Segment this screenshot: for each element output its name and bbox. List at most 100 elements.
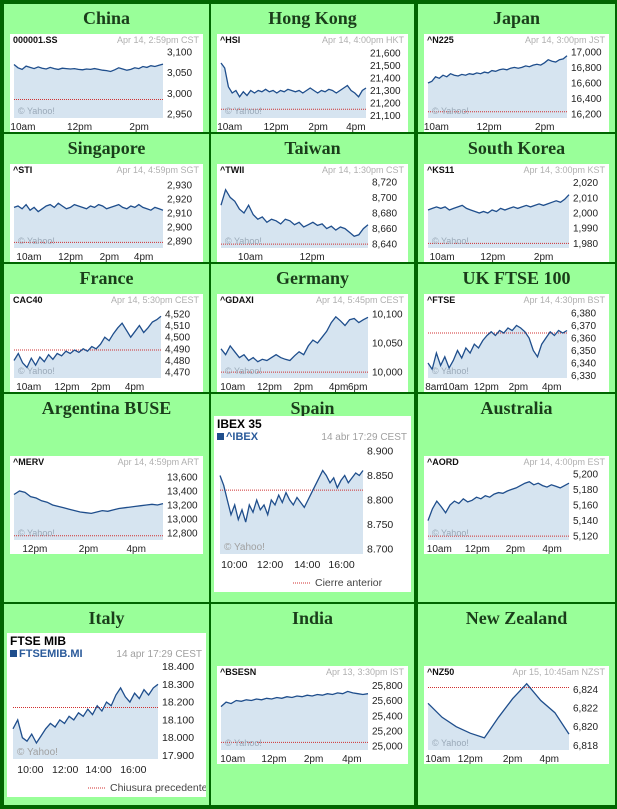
x-tick-label: 12pm xyxy=(67,122,92,132)
price-line xyxy=(13,490,164,515)
x-tick-label: 10am xyxy=(220,754,245,764)
chart-uk[interactable]: 6,380 6,370 6,360 6,350 6,340 6,330 8am 10am 12p… xyxy=(424,294,609,392)
y-tick-label: 8,640 xyxy=(372,240,397,251)
x-tick-label: 16:00 xyxy=(328,559,354,571)
chart-hongkong[interactable]: 21,600 21,500 21,400 21,300 21,200 21,100 10am… xyxy=(217,34,408,132)
market-title: France xyxy=(79,268,134,288)
index-title: IBEX 35 xyxy=(217,417,262,431)
x-tick-label: 12:00 xyxy=(257,559,283,571)
y-tick-label: 2,930 xyxy=(167,181,192,192)
y-tick-label: 16,400 xyxy=(571,94,602,105)
price-area xyxy=(428,683,569,750)
chart-svg: 8,720 8,700 8,680 8,660 8,640 10am 12pm © Yahoo… xyxy=(220,165,404,262)
chart-taiwan[interactable]: 8,720 8,700 8,680 8,660 8,640 10am 12pm © Yahoo… xyxy=(217,164,408,262)
y-tick-label: 6,340 xyxy=(571,359,596,370)
market-cell-italy: Italy 18.400 18.300 18.200 18.100 18.000 17.90… xyxy=(4,604,209,805)
market-title: South Korea xyxy=(467,138,566,158)
y-tick-label: 8.750 xyxy=(367,519,393,531)
symbol-label: ^IBEX xyxy=(226,431,259,443)
chart-china[interactable]: 3,100 3,050 3,000 2,950 10am 12pm 2pm © Yahoo! 0… xyxy=(10,34,203,132)
symbol-label: ^STI xyxy=(13,165,32,175)
y-tick-label: 13,600 xyxy=(167,473,198,484)
y-tick-label: 17.900 xyxy=(162,750,194,762)
price-area xyxy=(221,316,368,378)
y-tick-label: 2,000 xyxy=(573,209,598,220)
symbol-label: FTSEMIB.MI xyxy=(19,648,83,660)
y-tick-label: 6,818 xyxy=(573,741,598,752)
yahoo-watermark: © Yahoo! xyxy=(18,366,55,376)
chart-newzealand[interactable]: 6,824 6,822 6,820 6,818 10am 12pm 2pm 4pm © Yaho… xyxy=(424,666,609,764)
x-tick-label: 4pm xyxy=(542,544,561,554)
symbol-label: ^FTSE xyxy=(427,295,455,305)
symbol-label: ^BSESN xyxy=(220,667,256,677)
price-line xyxy=(220,188,369,238)
y-tick-label: 21,200 xyxy=(370,99,401,110)
price-area xyxy=(14,203,163,248)
y-tick-label: 13,400 xyxy=(167,487,198,498)
market-title: Singapore xyxy=(67,138,146,158)
market-title: Italy xyxy=(88,608,125,628)
chart-india[interactable]: 25,800 25,600 25,400 25,200 25,000 10am 12pm 2p… xyxy=(217,666,408,764)
chart-svg: 2,020 2,010 2,000 1,990 1,980 10am 12pm 2pm © Ya… xyxy=(427,165,605,262)
x-tick-label: 10am xyxy=(425,754,450,764)
yahoo-watermark: © Yahoo! xyxy=(432,236,469,246)
x-tick-label: 10:00 xyxy=(17,764,43,776)
chart-japan[interactable]: 17,000 16,800 16,600 16,400 16,200 10am 12pm 2p… xyxy=(424,34,609,132)
chart-spain[interactable]: 8.900 8.850 8.800 8.750 8.700 10:00 12:00 14:00… xyxy=(214,416,411,592)
yahoo-watermark: © Yahoo! xyxy=(225,738,262,748)
y-tick-label: 21,600 xyxy=(370,49,401,60)
chart-australia[interactable]: 5,200 5,180 5,160 5,140 5,120 10am 12pm 2pm 4pm ©… xyxy=(424,456,609,554)
yahoo-watermark: © Yahoo! xyxy=(432,366,469,376)
market-title: Taiwan xyxy=(284,138,341,158)
chart-france[interactable]: 4,520 4,510 4,500 4,490 4,480 4,470 10am 12pm 2p… xyxy=(10,294,203,392)
chart-svg: 25,800 25,600 25,400 25,200 25,000 10am 12pm 2p… xyxy=(220,667,405,764)
quote-timestamp: Apr 14, 3:00pm JST xyxy=(525,35,606,45)
market-title: Hong Kong xyxy=(268,8,357,28)
chart-germany[interactable]: 10,100 10,050 10,000 10am 12pm 2pm 4pm 6pm © Yah… xyxy=(217,294,408,392)
quote-timestamp: Apr 14, 4:00pm HKT xyxy=(322,35,405,45)
y-tick-label: 6,822 xyxy=(573,704,598,715)
chart-svg: 3,100 3,050 3,000 2,950 10am 12pm 2pm © Yahoo! 0… xyxy=(10,35,199,132)
x-tick-label: 2pm xyxy=(304,754,323,764)
x-tick-label: 12pm xyxy=(257,382,282,392)
x-tick-label: 4pm xyxy=(342,754,361,764)
market-cell-southkorea: South Korea 2,020 2,010 2,000 1,990 1,980 10am… xyxy=(418,134,615,262)
price-line xyxy=(13,315,162,369)
chart-argentina[interactable]: 13,600 13,400 13,200 13,000 12,800 12pm 2pm 4pm… xyxy=(10,456,203,554)
y-tick-label: 8,680 xyxy=(372,209,397,220)
market-title: Argentina BUSE xyxy=(41,398,172,418)
y-tick-label: 8,700 xyxy=(372,193,397,204)
chart-singapore[interactable]: 2,930 2,920 2,910 2,900 2,890 10am 12pm 2pm 4pm ©… xyxy=(10,164,203,262)
price-line xyxy=(220,315,369,363)
chart-italy[interactable]: 18.400 18.300 18.200 18.100 18.000 17.900 10:0… xyxy=(7,633,206,797)
y-tick-label: 2,900 xyxy=(167,223,192,234)
x-tick-label: 6pm xyxy=(348,382,367,392)
x-tick-label: 4pm xyxy=(542,382,561,392)
y-tick-label: 2,890 xyxy=(167,237,192,248)
x-tick-label: 12pm xyxy=(261,754,286,764)
quote-timestamp: Apr 14, 5:30pm CEST xyxy=(111,295,200,305)
y-tick-label: 18.200 xyxy=(162,697,194,709)
y-tick-label: 2,020 xyxy=(573,178,598,189)
x-tick-label: 4pm xyxy=(125,382,144,392)
x-tick-label: 4pm xyxy=(540,754,559,764)
y-tick-label: 3,050 xyxy=(167,68,192,79)
y-tick-label: 4,500 xyxy=(165,333,190,344)
market-cell-taiwan: Taiwan 8,720 8,700 8,680 8,660 8,640 10am 12pm ©… xyxy=(211,134,414,262)
x-tick-label: 12pm xyxy=(474,382,499,392)
index-title: FTSE MIB xyxy=(10,634,66,648)
x-tick-label: 12pm xyxy=(480,252,505,262)
x-tick-label: 10:00 xyxy=(221,559,247,571)
x-tick-label: 10am xyxy=(16,382,41,392)
y-tick-label: 25,000 xyxy=(372,742,403,753)
y-tick-label: 5,120 xyxy=(573,532,598,543)
symbol-label: ^GDAXI xyxy=(220,295,254,305)
chart-southkorea[interactable]: 2,020 2,010 2,000 1,990 1,980 10am 12pm 2pm © Ya… xyxy=(424,164,609,262)
y-tick-label: 21,500 xyxy=(370,61,401,72)
market-title: Australia xyxy=(480,398,553,418)
x-tick-label: 8am xyxy=(425,382,444,392)
quote-timestamp: Apr 13, 3:30pm IST xyxy=(326,667,405,677)
x-tick-label: 2pm xyxy=(509,382,528,392)
y-tick-label: 8.850 xyxy=(367,470,393,482)
y-tick-label: 8.900 xyxy=(367,445,393,457)
